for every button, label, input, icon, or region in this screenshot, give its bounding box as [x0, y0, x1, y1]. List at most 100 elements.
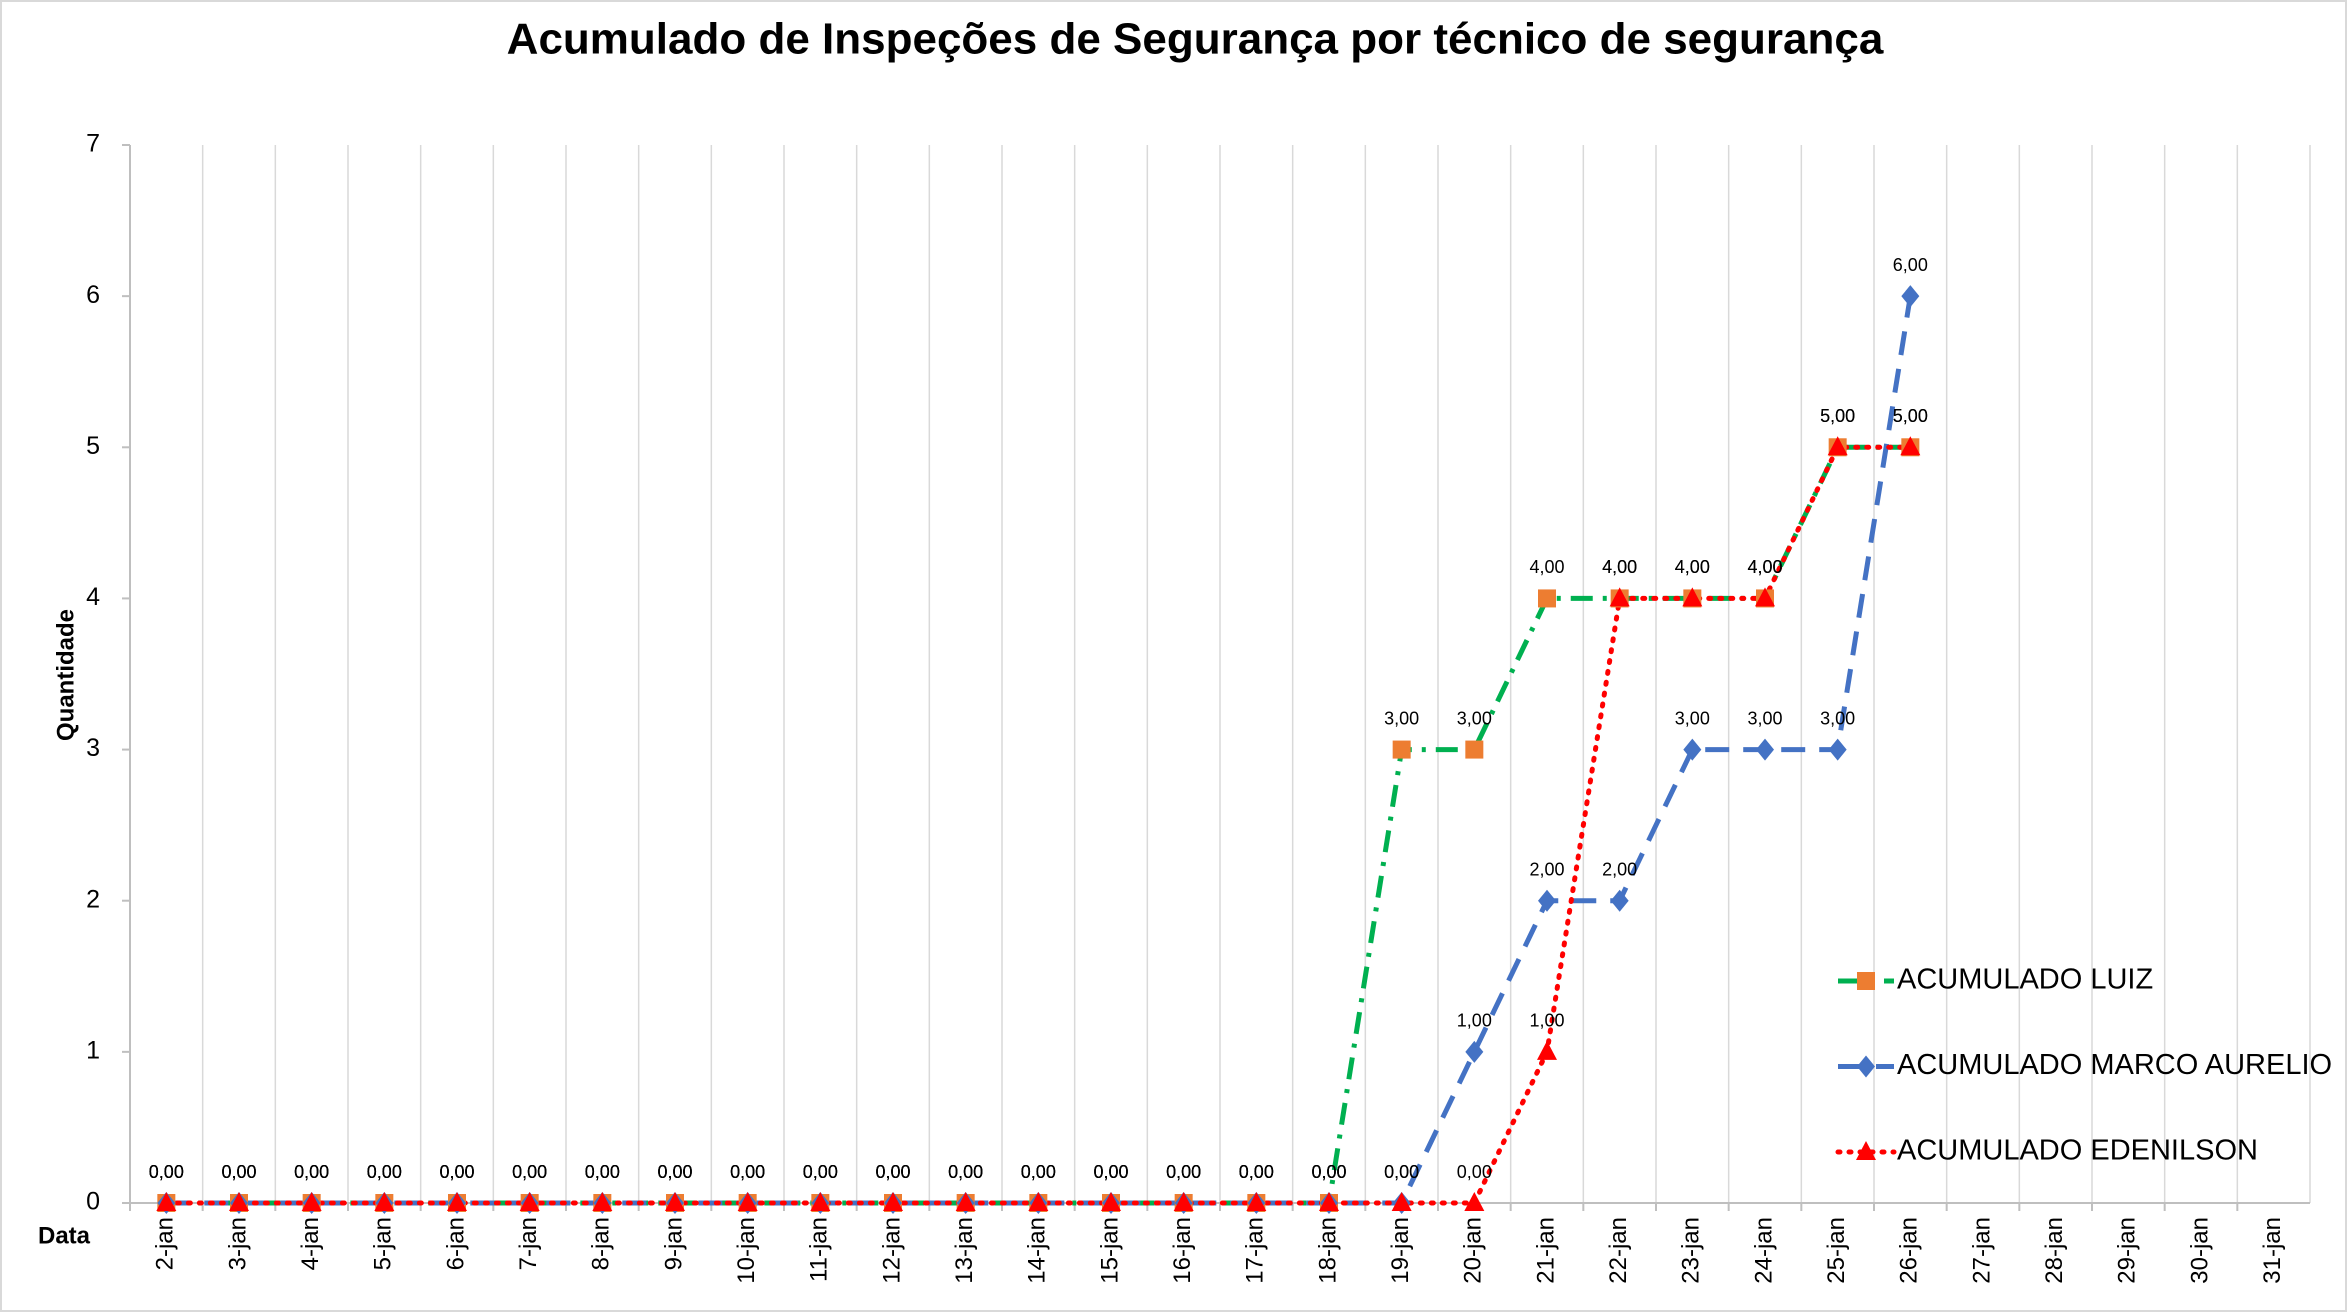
x-tick-label: 3-jan — [224, 1217, 251, 1270]
data-label: 0,00 — [1457, 1162, 1492, 1182]
data-label: 0,00 — [585, 1162, 620, 1182]
data-label: 0,00 — [948, 1162, 983, 1182]
data-label: 0,00 — [1311, 1162, 1346, 1182]
data-label: 0,00 — [875, 1162, 910, 1182]
data-label: 0,00 — [948, 1162, 983, 1182]
marker — [810, 1192, 831, 1211]
marker — [592, 1192, 613, 1211]
data-label: 0,00 — [803, 1162, 838, 1182]
x-tick-label: 17-jan — [1242, 1217, 1269, 1284]
data-label: 3,00 — [1747, 708, 1782, 728]
data-label: 3,00 — [1675, 708, 1710, 728]
x-tick-label: 10-jan — [733, 1217, 760, 1284]
marker — [1901, 285, 1920, 308]
marker — [1538, 589, 1556, 608]
data-label: 0,00 — [149, 1162, 184, 1182]
data-label: 4,00 — [1602, 557, 1637, 577]
x-tick-label: 12-jan — [878, 1217, 905, 1284]
marker — [1756, 738, 1774, 761]
x-tick-label: 14-jan — [1024, 1217, 1051, 1284]
data-label: 0,00 — [439, 1162, 474, 1182]
x-tick-label: 9-jan — [660, 1217, 687, 1270]
data-label: 5,00 — [1893, 406, 1928, 426]
marker — [1683, 738, 1702, 761]
x-tick-label: 2-jan — [152, 1217, 179, 1270]
legend-marker — [1856, 1141, 1876, 1160]
data-label: 0,00 — [875, 1162, 910, 1182]
data-label: 0,00 — [294, 1162, 329, 1182]
marker — [1755, 587, 1775, 607]
x-tick-label: 22-jan — [1605, 1217, 1632, 1284]
marker — [1465, 740, 1484, 759]
data-label: 0,00 — [439, 1162, 474, 1182]
data-label: 0,00 — [512, 1162, 547, 1182]
data-label: 5,00 — [1820, 406, 1855, 426]
data-label: 4,00 — [1747, 557, 1782, 577]
x-tick-label: 18-jan — [1314, 1217, 1341, 1284]
data-label: 0,00 — [1239, 1162, 1274, 1182]
data-label: 4,00 — [1675, 557, 1710, 577]
data-label: 0,00 — [1093, 1162, 1128, 1182]
data-label: 0,00 — [512, 1162, 547, 1182]
y-tick-label: 3 — [86, 734, 100, 762]
x-axis-label: Data — [38, 1222, 91, 1249]
data-label: 2,00 — [1602, 859, 1637, 879]
x-tick-label: 27-jan — [1968, 1217, 1995, 1284]
y-axis-label: Quantidade — [52, 609, 79, 741]
data-label: 0,00 — [585, 1162, 620, 1182]
data-label: 0,00 — [1384, 1162, 1419, 1182]
data-label: 6,00 — [1893, 255, 1928, 275]
data-label: 0,00 — [657, 1162, 692, 1182]
data-label: 0,00 — [803, 1162, 838, 1182]
x-tick-label: 26-jan — [1896, 1217, 1923, 1284]
x-tick-label: 11-jan — [806, 1217, 833, 1282]
marker — [1828, 738, 1847, 761]
data-label: 0,00 — [1021, 1162, 1056, 1182]
data-label: 0,00 — [657, 1162, 692, 1182]
data-label: 1,00 — [1457, 1011, 1492, 1031]
marker — [1609, 587, 1630, 607]
marker — [1465, 1040, 1484, 1063]
marker — [229, 1192, 249, 1211]
x-tick-label: 8-jan — [588, 1217, 615, 1270]
data-label: 0,00 — [1093, 1162, 1128, 1182]
y-tick-label: 6 — [86, 281, 100, 309]
legend-marker — [1857, 1055, 1875, 1078]
x-tick-label: 31-jan — [2259, 1217, 2286, 1284]
data-label: 0,00 — [1311, 1162, 1346, 1182]
data-label: 0,00 — [367, 1162, 402, 1182]
marker — [447, 1192, 467, 1211]
data-label: 0,00 — [657, 1162, 692, 1182]
data-label: 0,00 — [1239, 1162, 1274, 1182]
marker — [1391, 1192, 1412, 1211]
data-label: 0,00 — [803, 1162, 838, 1182]
data-label: 1,00 — [1529, 1011, 1564, 1031]
data-label: 4,00 — [1602, 557, 1637, 577]
chart-title: Acumulado de Inspeções de Segurança por … — [507, 15, 1884, 64]
marker — [156, 1192, 177, 1211]
x-tick-label: 15-jan — [1096, 1217, 1123, 1284]
data-label: 2,00 — [1529, 859, 1564, 879]
legend-label: ACUMULADO MARCO AURELIO — [1897, 1049, 2332, 1081]
data-label: 0,00 — [1239, 1162, 1274, 1182]
data-label: 0,00 — [1093, 1162, 1128, 1182]
marker — [1392, 740, 1411, 759]
marker — [1538, 889, 1556, 912]
data-label: 0,00 — [1311, 1162, 1346, 1182]
marker — [1246, 1192, 1267, 1211]
data-label: 3,00 — [1820, 708, 1855, 728]
marker — [883, 1192, 903, 1211]
marker — [374, 1192, 395, 1211]
data-label: 4,00 — [1747, 557, 1782, 577]
data-label: 0,00 — [512, 1162, 547, 1182]
data-label: 0,00 — [1384, 1162, 1419, 1182]
marker — [519, 1192, 540, 1211]
data-label: 0,00 — [294, 1162, 329, 1182]
x-tick-label: 5-jan — [370, 1217, 397, 1270]
y-tick-label: 7 — [86, 130, 100, 158]
x-tick-label: 6-jan — [442, 1217, 469, 1270]
data-label: 5,00 — [1893, 406, 1928, 426]
data-label: 4,00 — [1675, 557, 1710, 577]
